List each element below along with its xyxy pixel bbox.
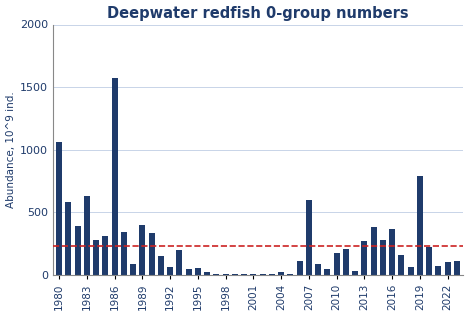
Bar bbox=[417, 176, 423, 275]
Bar bbox=[306, 200, 312, 275]
Bar bbox=[84, 196, 90, 275]
Bar bbox=[66, 202, 71, 275]
Title: Deepwater redfish 0-group numbers: Deepwater redfish 0-group numbers bbox=[107, 6, 409, 21]
Bar bbox=[232, 274, 238, 275]
Bar bbox=[186, 269, 192, 275]
Bar bbox=[130, 264, 136, 275]
Bar bbox=[75, 226, 81, 275]
Bar bbox=[260, 274, 266, 275]
Bar bbox=[426, 247, 432, 275]
Bar bbox=[380, 240, 386, 275]
Bar bbox=[325, 269, 331, 275]
Bar bbox=[334, 253, 340, 275]
Bar bbox=[250, 274, 257, 275]
Bar bbox=[399, 255, 404, 275]
Bar bbox=[454, 260, 460, 275]
Bar bbox=[149, 233, 155, 275]
Bar bbox=[371, 227, 377, 275]
Bar bbox=[121, 232, 127, 275]
Bar bbox=[223, 274, 229, 275]
Y-axis label: Abundance, 10^9 ind.: Abundance, 10^9 ind. bbox=[6, 91, 15, 208]
Bar bbox=[112, 78, 118, 275]
Bar bbox=[102, 236, 108, 275]
Bar bbox=[278, 272, 284, 275]
Bar bbox=[269, 274, 275, 275]
Bar bbox=[435, 265, 441, 275]
Bar bbox=[297, 261, 303, 275]
Bar bbox=[93, 240, 99, 275]
Bar bbox=[204, 272, 210, 275]
Bar bbox=[213, 274, 219, 275]
Bar bbox=[139, 225, 145, 275]
Bar bbox=[195, 268, 201, 275]
Bar bbox=[445, 262, 451, 275]
Bar bbox=[287, 274, 294, 275]
Bar bbox=[389, 228, 395, 275]
Bar bbox=[408, 267, 414, 275]
Bar bbox=[167, 267, 173, 275]
Bar bbox=[56, 142, 62, 275]
Bar bbox=[158, 256, 164, 275]
Bar bbox=[352, 271, 358, 275]
Bar bbox=[176, 250, 182, 275]
Bar bbox=[241, 274, 247, 275]
Bar bbox=[315, 264, 321, 275]
Bar bbox=[343, 249, 349, 275]
Bar bbox=[362, 241, 368, 275]
